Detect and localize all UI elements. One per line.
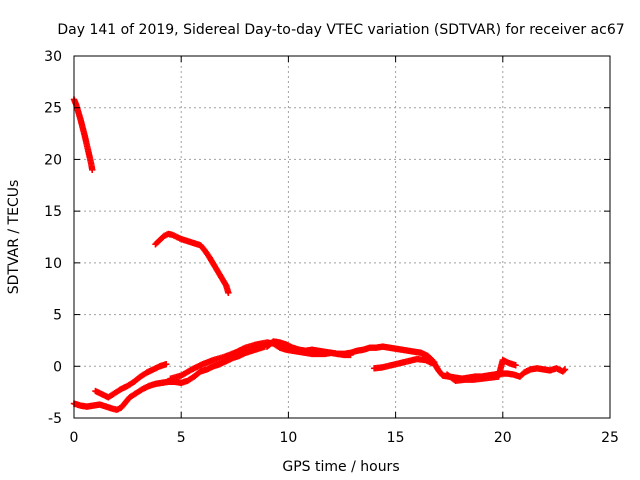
data-point bbox=[89, 166, 96, 173]
x-axis-title: GPS time / hours bbox=[282, 459, 399, 475]
data-point bbox=[512, 362, 519, 369]
series-arc-9 bbox=[443, 356, 519, 384]
plot-frame bbox=[73, 55, 611, 419]
x-tick-label: 25 bbox=[601, 430, 619, 446]
y-tick-label: 0 bbox=[53, 359, 62, 375]
y-tick-label: 10 bbox=[44, 256, 62, 272]
data-point bbox=[561, 366, 569, 373]
series-arc-2 bbox=[152, 230, 232, 297]
y-tick-label: 15 bbox=[44, 204, 62, 220]
y-tick-label: -5 bbox=[48, 411, 62, 427]
data-point bbox=[347, 351, 354, 359]
x-tick-label: 0 bbox=[70, 430, 79, 446]
y-tick-label: 5 bbox=[53, 308, 62, 324]
data-point bbox=[225, 289, 232, 297]
series-arc-4 bbox=[92, 361, 170, 401]
axis-ticks: 0 5 10 15 20 25 -5 0 5 10 15 20 25 30 bbox=[44, 49, 619, 446]
series-arc-6 bbox=[263, 338, 354, 359]
series-arc-7 bbox=[370, 355, 436, 372]
data-points bbox=[70, 96, 569, 413]
y-axis-title: SDTVAR / TECUs bbox=[6, 180, 22, 295]
data-point bbox=[162, 361, 170, 368]
x-tick-label: 5 bbox=[177, 430, 186, 446]
series-arc-1 bbox=[70, 96, 96, 173]
y-tick-label: 25 bbox=[44, 101, 62, 117]
data-point bbox=[560, 367, 568, 374]
y-tick-label: 30 bbox=[44, 49, 62, 65]
x-tick-label: 20 bbox=[494, 430, 512, 446]
y-tick-label: 20 bbox=[44, 152, 62, 168]
x-tick-label: 10 bbox=[279, 430, 297, 446]
chart-title: Day 141 of 2019, Sidereal Day-to-day VTE… bbox=[57, 22, 624, 38]
grid bbox=[74, 56, 610, 418]
x-tick-label: 15 bbox=[387, 430, 405, 446]
